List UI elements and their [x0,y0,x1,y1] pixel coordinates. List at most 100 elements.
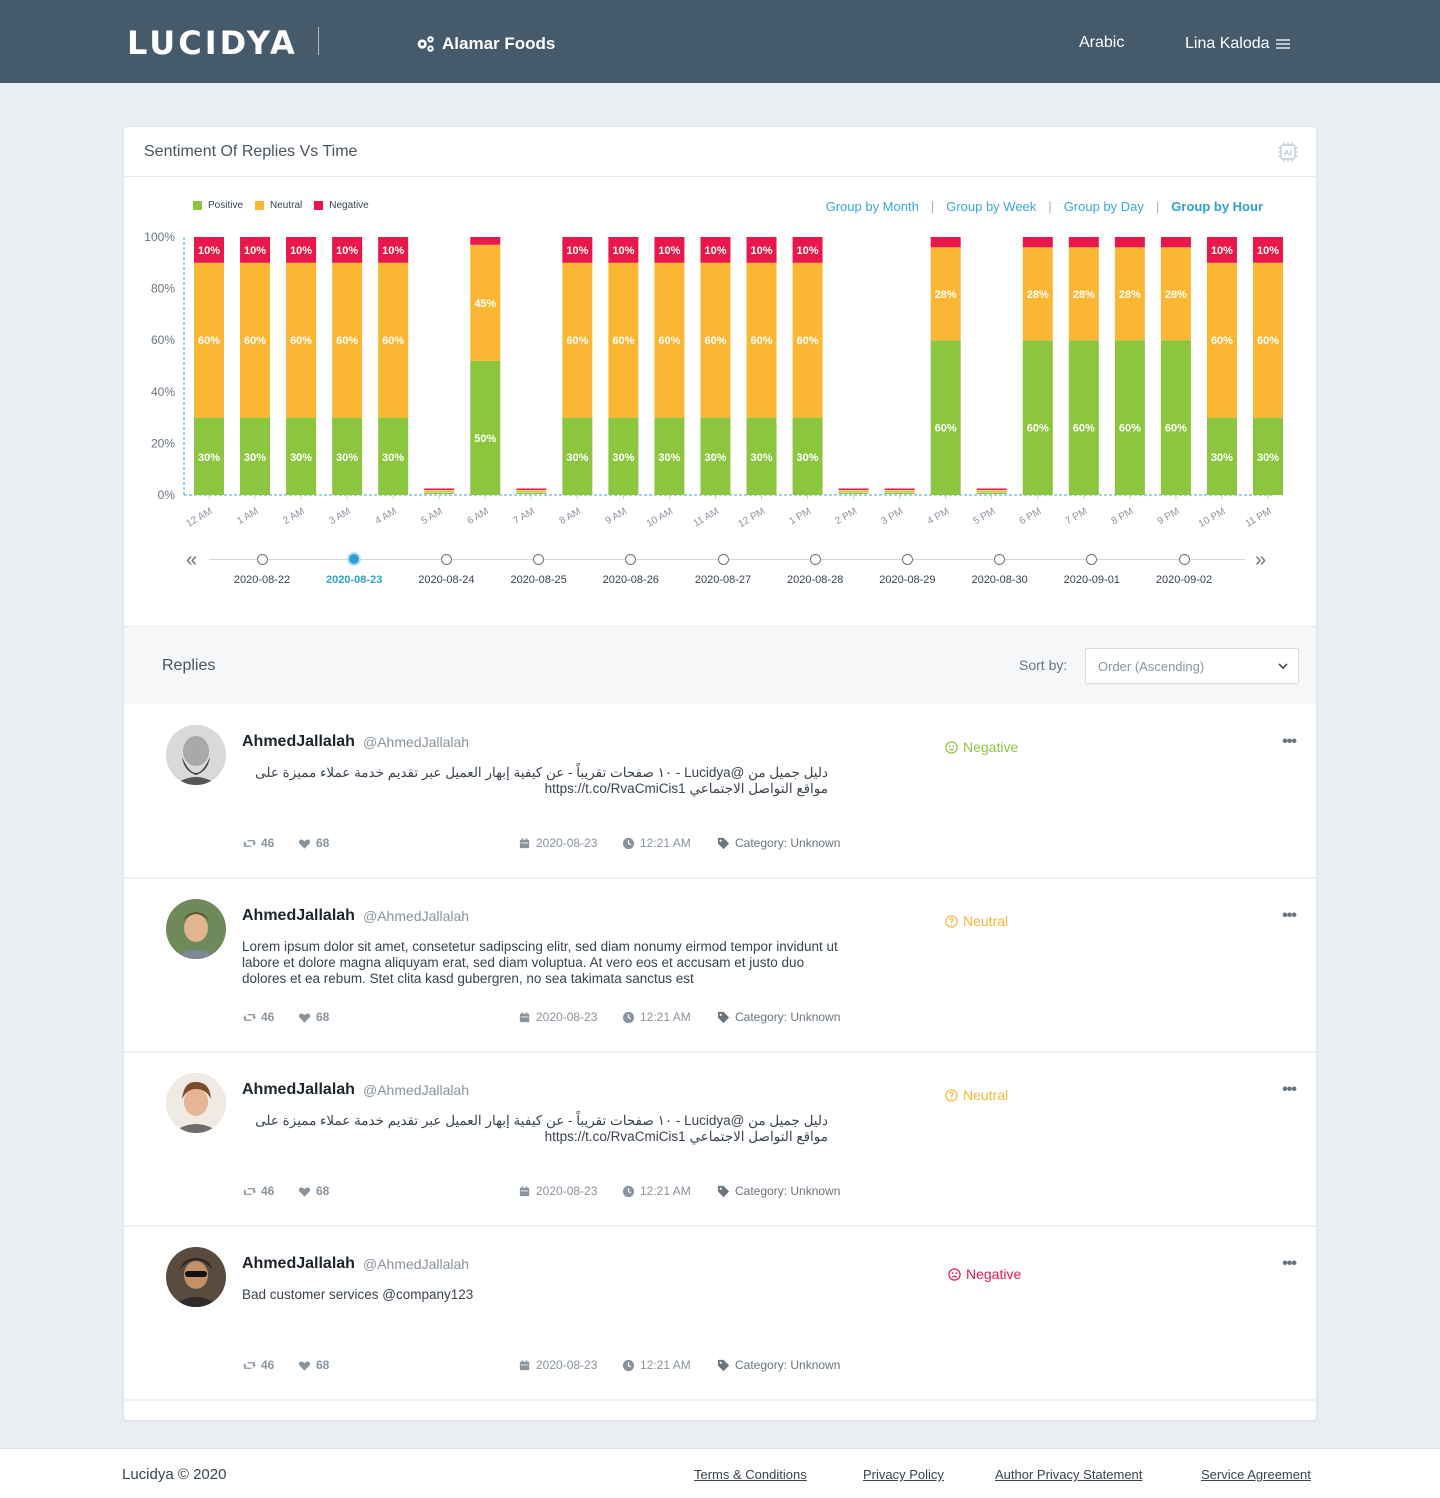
bar-segment-negative[interactable] [286,237,317,263]
legend-neutral[interactable]: Neutral [255,200,302,211]
bar-segment-positive[interactable] [240,417,271,495]
bar-segment-positive[interactable] [838,492,869,495]
bar-segment-neutral[interactable] [1114,247,1145,341]
brand-switcher[interactable]: Alamar Foods [414,33,555,55]
author-privacy-link[interactable]: Author Privacy Statement [995,1467,1143,1482]
sentiment-badge[interactable]: Neutral [945,1087,1008,1103]
bar-segment-positive[interactable] [286,417,317,495]
timeline-dot[interactable] [1178,554,1190,565]
bar-segment-neutral[interactable] [1206,262,1237,418]
timeline-date-label[interactable]: 2020-08-23 [326,574,383,586]
group-by-hour[interactable]: Group by Hour [1171,199,1263,214]
bar-segment-negative[interactable] [700,237,731,263]
avatar[interactable] [166,1073,226,1133]
legend-negative[interactable]: Negative [314,200,369,211]
reply-category[interactable]: Category: Unknown [717,1358,840,1372]
reply-category[interactable]: Category: Unknown [717,1184,840,1198]
reply-category[interactable]: Category: Unknown [717,1010,840,1024]
timeline-dot[interactable] [1086,554,1098,565]
bar-segment-neutral[interactable] [424,490,455,493]
bar-segment-neutral[interactable] [194,262,224,418]
timeline-dot[interactable] [625,554,637,565]
bar-segment-negative[interactable] [240,237,271,263]
bar-segment-neutral[interactable] [1068,247,1099,341]
bar-segment-neutral[interactable] [562,262,593,418]
bar-segment-positive[interactable] [976,492,1007,495]
author-handle[interactable]: @AhmedJallalah [363,734,470,750]
bar-segment-neutral[interactable] [654,262,685,418]
like-count[interactable]: 68 [298,1010,329,1024]
timeline-next-icon[interactable]: » [1255,549,1267,571]
bar-segment-neutral[interactable] [1160,247,1191,341]
bar-segment-positive[interactable] [930,340,961,495]
bar-segment-negative[interactable] [1206,237,1237,263]
legend-positive[interactable]: Positive [193,200,243,211]
bar-segment-neutral[interactable] [838,490,869,493]
author-name[interactable]: AhmedJallalah [242,733,355,750]
avatar[interactable] [166,725,226,785]
sort-select[interactable]: Order (Ascending) [1085,648,1299,684]
like-count[interactable]: 68 [298,1358,329,1372]
bar-segment-negative[interactable] [746,237,777,263]
bar-segment-positive[interactable] [562,417,593,495]
bar-segment-positive[interactable] [1160,340,1191,495]
service-agreement-link[interactable]: Service Agreement [1201,1467,1311,1482]
bar-segment-negative[interactable] [562,237,593,263]
group-by-week[interactable]: Group by Week [946,199,1037,214]
bar-segment-positive[interactable] [516,492,547,495]
author-handle[interactable]: @AhmedJallalah [363,1256,470,1272]
bar-segment-positive[interactable] [194,417,224,495]
bar-segment-positive[interactable] [1206,417,1237,495]
bar-segment-neutral[interactable] [1253,262,1283,418]
retweet-count[interactable]: 46 [243,836,274,850]
author-name[interactable]: AhmedJallalah [242,1255,355,1272]
bar-segment-positive[interactable] [1022,340,1053,495]
bar-segment-negative[interactable] [1160,237,1191,248]
bar-segment-positive[interactable] [792,417,823,495]
bar-segment-neutral[interactable] [286,262,317,418]
bar-segment-negative[interactable] [838,488,869,491]
bar-segment-neutral[interactable] [516,490,547,493]
language-toggle[interactable]: Arabic [1079,34,1125,51]
more-options-icon[interactable]: ••• [1282,733,1297,750]
timeline-date-label[interactable]: 2020-08-28 [787,574,844,586]
bar-segment-neutral[interactable] [608,262,639,418]
timeline-date-label[interactable]: 2020-09-01 [1063,574,1120,586]
lucidya-logo[interactable]: LUCIDYA [127,24,298,62]
bar-segment-neutral[interactable] [470,244,501,361]
bar-segment-neutral[interactable] [332,262,363,418]
timeline-dot[interactable] [256,554,268,565]
sentiment-badge[interactable]: Neutral [945,913,1008,929]
reply-category[interactable]: Category: Unknown [717,836,840,850]
bar-segment-positive[interactable] [470,360,501,495]
like-count[interactable]: 68 [298,836,329,850]
bar-segment-negative[interactable] [1253,237,1283,263]
bar-segment-positive[interactable] [884,492,915,495]
bar-segment-neutral[interactable] [930,247,961,341]
timeline-dot[interactable] [809,554,821,565]
bar-segment-positive[interactable] [424,492,455,495]
bar-segment-positive[interactable] [378,417,409,495]
bar-segment-negative[interactable] [1022,237,1053,248]
bar-segment-negative[interactable] [516,488,547,491]
author-name[interactable]: AhmedJallalah [242,1081,355,1098]
timeline-date-label[interactable]: 2020-08-29 [879,574,936,586]
bar-segment-positive[interactable] [1253,417,1283,495]
user-menu[interactable]: Lina Kaloda [1185,35,1290,53]
timeline-dot[interactable] [533,554,545,565]
bar-segment-positive[interactable] [608,417,639,495]
bar-segment-negative[interactable] [976,488,1007,491]
author-handle[interactable]: @AhmedJallalah [363,1082,470,1098]
timeline-date-label[interactable]: 2020-08-26 [602,574,659,586]
bar-segment-negative[interactable] [1068,237,1099,248]
avatar[interactable] [166,1247,226,1307]
timeline-dot[interactable] [717,554,729,565]
avatar[interactable] [166,899,226,959]
ai-chip-icon[interactable]: AI [1276,140,1300,164]
bar-segment-negative[interactable] [792,237,823,263]
timeline-date-label[interactable]: 2020-08-27 [694,574,752,586]
group-by-day[interactable]: Group by Day [1063,199,1144,214]
bar-segment-neutral[interactable] [700,262,731,418]
timeline-dot[interactable] [994,554,1006,565]
like-count[interactable]: 68 [298,1184,329,1198]
